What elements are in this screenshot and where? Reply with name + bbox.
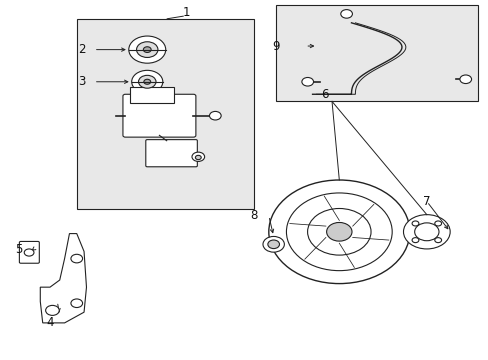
- Bar: [276, 5, 477, 102]
- Text: 9: 9: [272, 40, 279, 53]
- Text: 7: 7: [422, 195, 430, 208]
- Circle shape: [263, 237, 284, 252]
- Text: 1: 1: [182, 6, 189, 19]
- FancyBboxPatch shape: [145, 140, 197, 167]
- Circle shape: [71, 299, 82, 307]
- Circle shape: [411, 238, 418, 243]
- Circle shape: [143, 47, 151, 53]
- Circle shape: [45, 305, 59, 315]
- Circle shape: [403, 215, 449, 249]
- Text: 5: 5: [15, 243, 22, 256]
- Circle shape: [326, 222, 351, 241]
- Circle shape: [459, 75, 470, 84]
- Polygon shape: [40, 234, 86, 323]
- Circle shape: [131, 70, 163, 93]
- Text: 4: 4: [46, 316, 54, 329]
- Circle shape: [128, 36, 165, 63]
- Circle shape: [268, 180, 409, 284]
- FancyBboxPatch shape: [122, 94, 196, 137]
- Bar: [77, 19, 254, 208]
- Circle shape: [209, 111, 221, 120]
- Circle shape: [411, 221, 418, 226]
- Circle shape: [434, 221, 441, 226]
- Text: 6: 6: [320, 88, 328, 101]
- Circle shape: [195, 156, 201, 159]
- Text: 8: 8: [250, 209, 257, 222]
- Bar: [130, 87, 174, 103]
- Circle shape: [143, 79, 150, 84]
- Circle shape: [301, 77, 313, 86]
- Circle shape: [340, 10, 352, 18]
- Text: 2: 2: [78, 43, 85, 56]
- Circle shape: [434, 238, 441, 243]
- Circle shape: [71, 254, 82, 263]
- Circle shape: [136, 42, 158, 58]
- Circle shape: [267, 240, 279, 249]
- Circle shape: [24, 249, 34, 256]
- Circle shape: [192, 152, 204, 161]
- Circle shape: [138, 75, 156, 88]
- FancyBboxPatch shape: [20, 242, 39, 263]
- Text: 3: 3: [78, 75, 85, 88]
